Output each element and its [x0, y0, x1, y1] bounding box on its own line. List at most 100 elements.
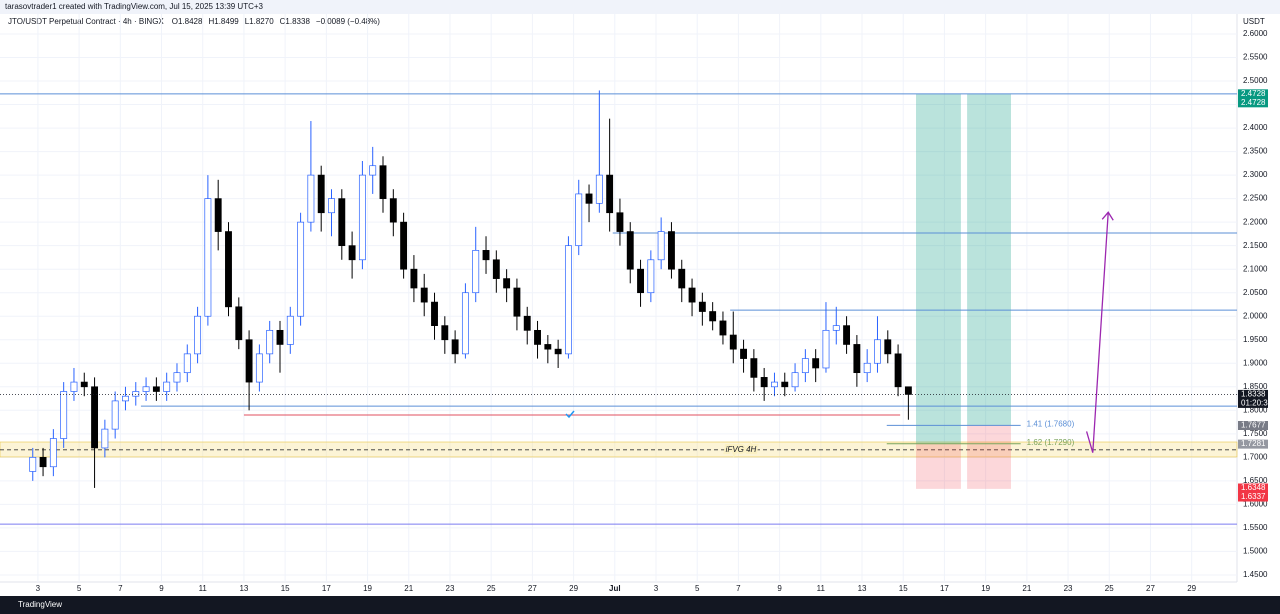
candle-body — [853, 344, 861, 374]
candle-body — [431, 301, 438, 326]
x-tick-label: 3 — [654, 584, 659, 593]
candle-body — [173, 372, 181, 383]
candle-body — [122, 395, 129, 402]
x-tick-label: 19 — [981, 584, 990, 593]
y-tick-label: 2.5000 — [1243, 76, 1268, 85]
candle-body — [410, 268, 418, 289]
candle-body — [709, 311, 717, 322]
candle-body — [822, 329, 830, 369]
y-tick-label: 1.7000 — [1243, 452, 1268, 461]
candle-body — [688, 287, 696, 303]
candle-body — [142, 386, 150, 392]
price-label: 1.8338 — [1241, 390, 1266, 399]
price-label-box — [1238, 421, 1268, 431]
candle-body — [698, 301, 706, 312]
candle-body — [513, 287, 521, 317]
candle-body — [420, 287, 428, 303]
x-tick-label: 19 — [363, 584, 372, 593]
y-tick-label: 2.3500 — [1243, 147, 1268, 156]
x-tick-label: 13 — [239, 584, 248, 593]
stop-area — [967, 425, 1011, 489]
candle-body — [152, 386, 160, 392]
candle-body — [297, 221, 305, 317]
candle-body — [843, 325, 851, 345]
candle-body — [626, 231, 634, 270]
x-tick-label: 13 — [858, 584, 867, 593]
candle-body — [874, 339, 881, 364]
x-tick-label: 23 — [1064, 584, 1073, 593]
x-tick-label: 27 — [528, 584, 537, 593]
ohlc-value: H1.8499 — [208, 17, 239, 26]
candle-body — [750, 358, 758, 378]
price-label-box — [1238, 89, 1268, 108]
x-tick-label: 21 — [1022, 584, 1031, 593]
candle-body — [668, 231, 675, 270]
candle-body — [616, 212, 624, 232]
price-label: 2.4728 — [1241, 89, 1266, 98]
candle-body — [482, 250, 490, 261]
x-tick-label: 5 — [77, 584, 82, 593]
candle-body — [729, 334, 737, 350]
candle-body — [523, 315, 531, 331]
candle-body — [255, 353, 263, 383]
fvg-label: iFVG 4H — [726, 445, 757, 454]
candle-body — [760, 377, 768, 388]
candle-body — [894, 353, 902, 388]
y-tick-label: 1.7500 — [1243, 429, 1268, 438]
x-tick-label: 15 — [899, 584, 908, 593]
currency: USDT — [1243, 17, 1265, 26]
candle-body — [884, 339, 892, 355]
author-text: tarasovtrader1 created with TradingView.… — [5, 2, 264, 11]
candle-body — [740, 348, 748, 359]
target-area — [967, 93, 1011, 426]
y-tick-label: 2.6000 — [1243, 29, 1268, 38]
candle-body — [39, 456, 47, 468]
candle-body — [771, 381, 778, 388]
y-tick-label: 1.8500 — [1243, 382, 1268, 391]
candle-body — [812, 358, 820, 369]
y-tick-label: 1.6500 — [1243, 476, 1268, 485]
x-tick-label: 11 — [199, 584, 208, 593]
candle-body — [451, 339, 459, 355]
candle-body — [472, 250, 480, 294]
candle-body — [328, 198, 335, 214]
candle-body — [832, 325, 840, 331]
candle-body — [461, 292, 469, 355]
price-label: 1.6337 — [1241, 492, 1266, 501]
candle-body — [163, 381, 171, 392]
x-tick-label: 9 — [159, 584, 164, 593]
candle-body — [245, 339, 253, 383]
candle-body — [657, 231, 665, 261]
top-bar — [0, 0, 1280, 14]
x-tick-label: 3 — [36, 584, 41, 593]
candle-body — [60, 391, 68, 439]
x-tick-label: 5 — [695, 584, 700, 593]
candle-body — [49, 438, 57, 468]
candle-body — [647, 259, 655, 294]
candle-body — [534, 329, 541, 345]
candle-body — [575, 193, 583, 247]
y-tick-label: 2.1000 — [1243, 264, 1268, 273]
x-tick-label: 29 — [569, 584, 578, 593]
x-tick-label: 9 — [777, 584, 782, 593]
y-tick-label: 2.1500 — [1243, 241, 1268, 250]
candle-body — [801, 358, 809, 374]
candle-body — [637, 268, 644, 294]
symbol: JTO/USDT Perpetual Contract · 4h · BINGX — [8, 17, 164, 26]
candle-body — [317, 174, 325, 214]
candle-body — [91, 386, 99, 449]
candle-body — [863, 362, 871, 374]
candle-body — [29, 456, 37, 472]
candle-body — [235, 306, 243, 341]
candle-body — [678, 268, 686, 289]
price-label-box — [1238, 439, 1268, 449]
y-tick-label: 1.5000 — [1243, 547, 1268, 556]
fib-label: 1.41 (1.7680) — [1027, 419, 1075, 428]
stop-area — [916, 443, 961, 489]
candle-body — [554, 348, 562, 355]
price-label: 1.7281 — [1241, 439, 1266, 448]
price-label: 1.7677 — [1241, 421, 1266, 430]
candle-body — [585, 193, 593, 204]
ohlc-value: L1.8270 — [245, 17, 274, 26]
